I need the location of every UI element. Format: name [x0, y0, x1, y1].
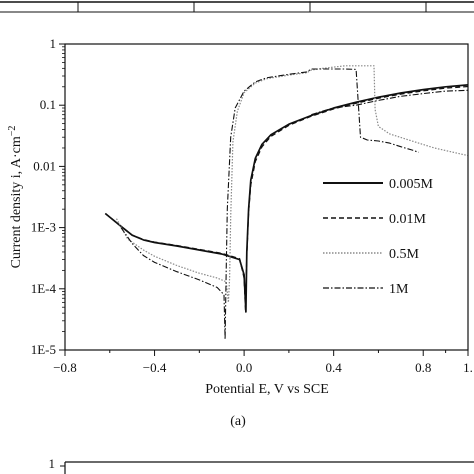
x-axis-title: Potential E, V vs SCE: [205, 382, 329, 397]
x-tick-label: 0.0: [236, 360, 252, 375]
x-tick-label: −0.8: [53, 360, 77, 375]
legend: 0.005M 0.01M 0.5M 1M: [323, 177, 434, 297]
x-tick-label: 0.4: [326, 360, 343, 375]
legend-label: 0.5M: [389, 247, 420, 262]
plot-frame: [64, 43, 469, 351]
y-axis-title: Current density i, A·cm−2: [7, 126, 24, 269]
y-tick-label: 1E-4: [31, 281, 57, 296]
series-line-0-005m: [104, 84, 468, 313]
y-tick-label: 0.1: [40, 97, 56, 112]
x-tick-label: 0.8: [415, 360, 431, 375]
y-axis-title-exponent: −2: [7, 126, 18, 137]
y-tick-label: 0.01: [33, 158, 56, 173]
legend-label: 0.005M: [389, 177, 434, 192]
series-line-0-01m: [104, 85, 468, 311]
figure-caption: (a): [230, 414, 246, 429]
y-tick-label: 1: [50, 36, 57, 51]
x-tick-label: 1.: [463, 360, 473, 375]
series-line-1m-branch: [311, 89, 468, 116]
y-tick-label: 1E-5: [31, 342, 56, 357]
x-tick-label: −0.4: [143, 360, 167, 375]
series-line-0-5m: [115, 65, 468, 303]
next-panel-tick-label: 1: [49, 456, 56, 471]
legend-label: 0.01M: [389, 212, 427, 227]
y-axis: 1E-5 1E-4 1E-3 0.01 0.1 1: [31, 36, 65, 357]
series-layer: [104, 65, 468, 340]
series-line-1m: [120, 68, 419, 340]
x-axis: −0.8 −0.4 0.0 0.4 0.8 1.: [53, 350, 473, 375]
y-tick-label: 1E-3: [31, 220, 56, 235]
next-panel: 1: [49, 456, 474, 474]
top-panel-tick-marks: [77, 2, 427, 12]
plot-area: [104, 65, 468, 340]
legend-label: 1M: [389, 282, 409, 297]
